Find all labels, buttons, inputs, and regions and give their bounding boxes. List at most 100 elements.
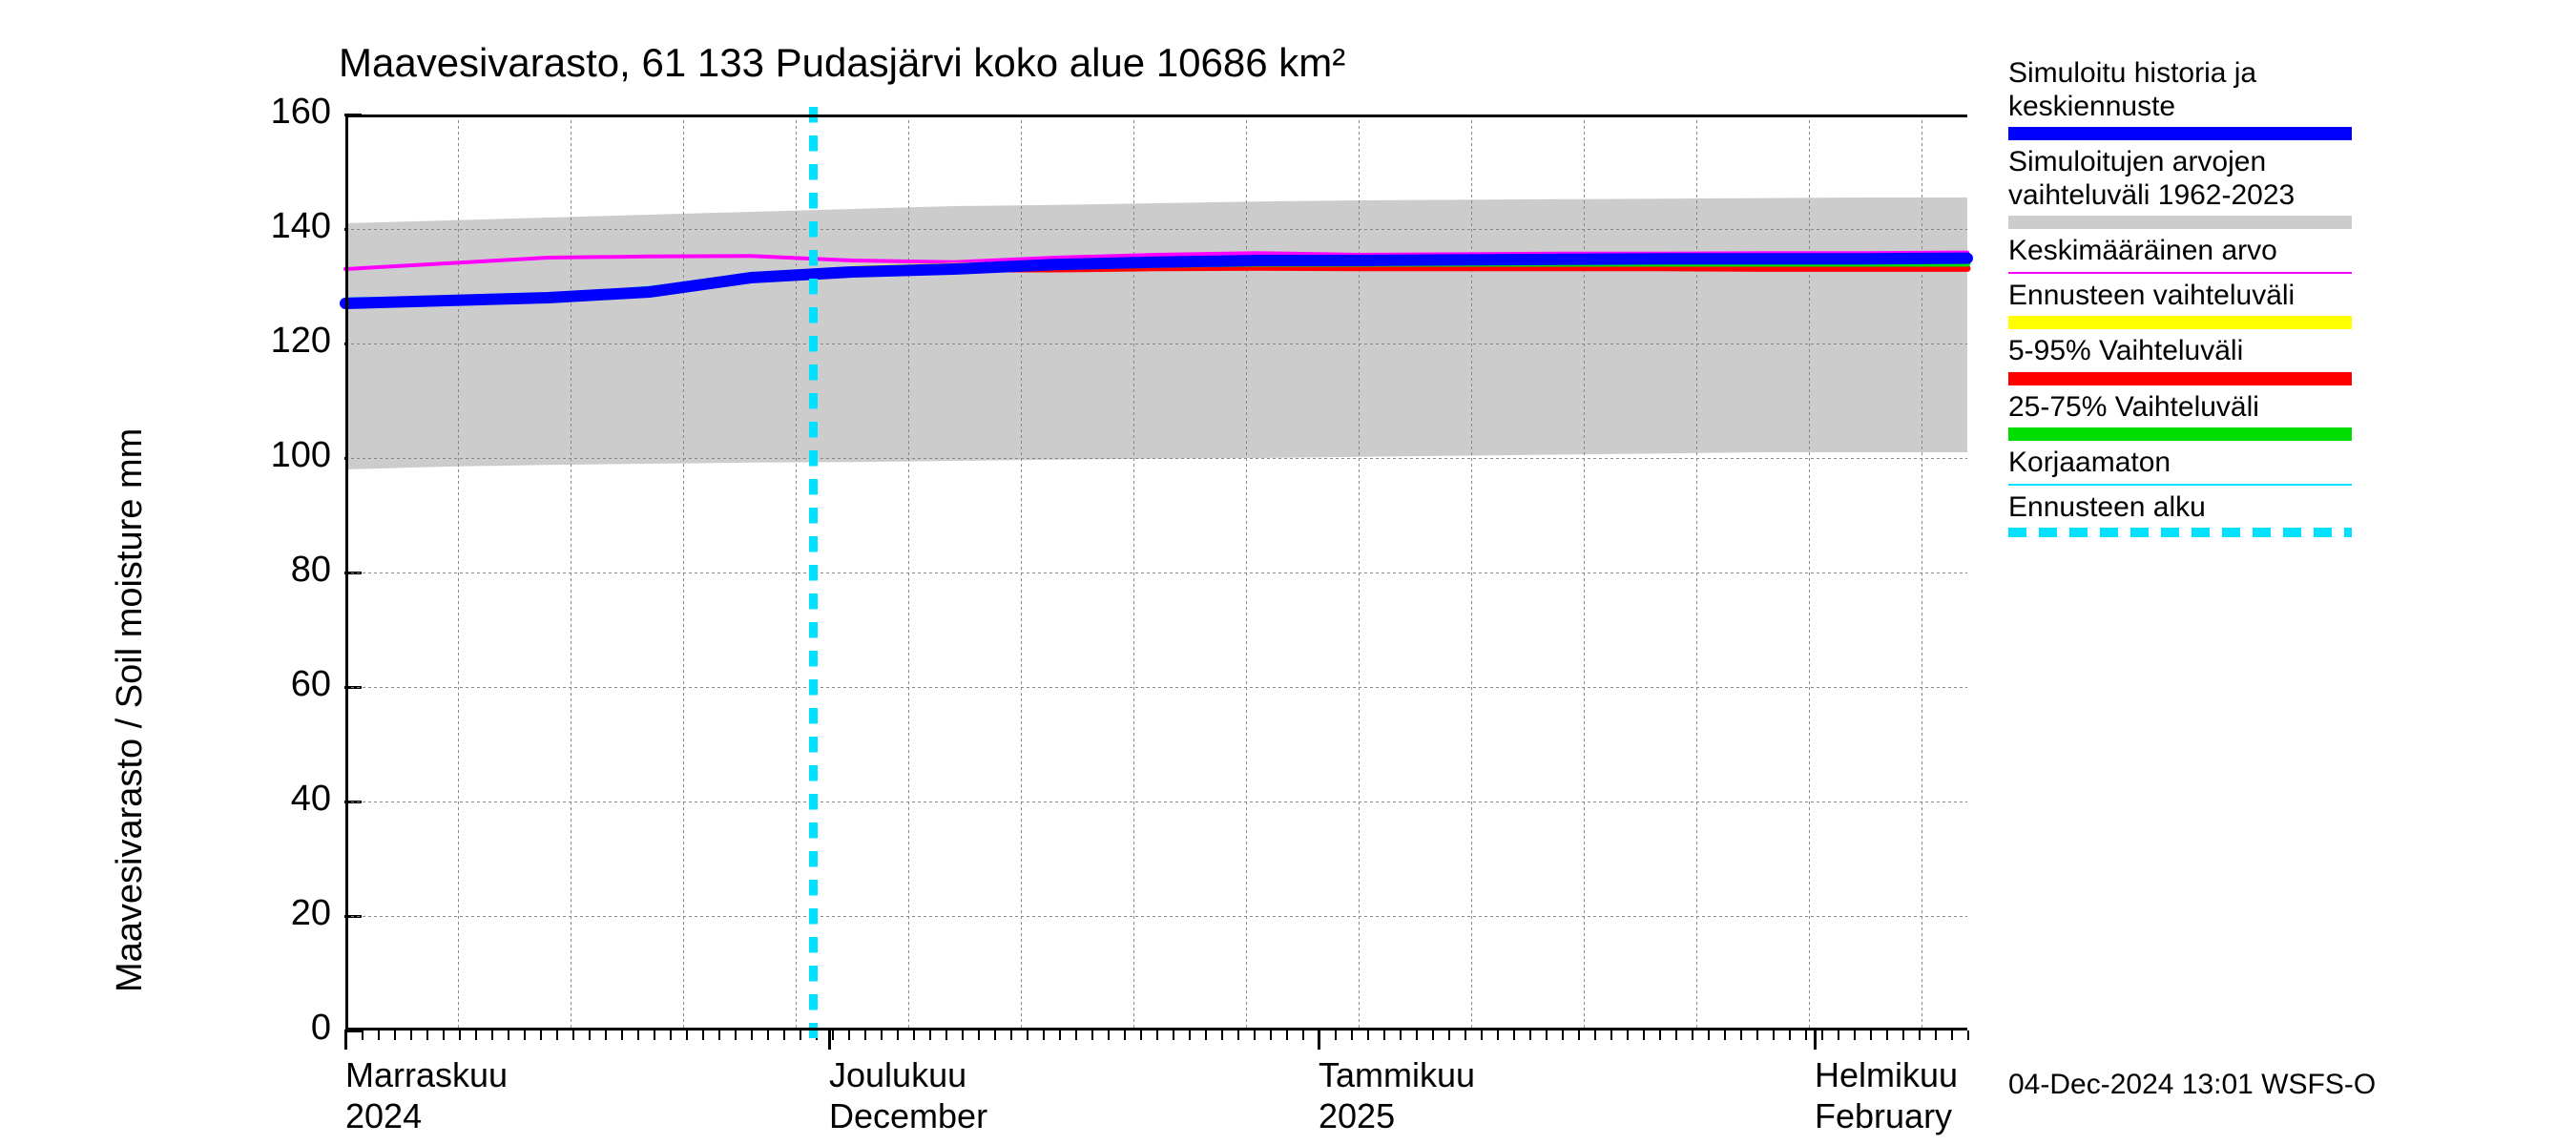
xtick-minor xyxy=(1237,1030,1239,1040)
xtick-minor xyxy=(1465,1030,1466,1040)
xtick-minor xyxy=(718,1030,720,1040)
xtick-label: Marraskuu2024 xyxy=(345,1054,508,1136)
xtick-label: HelmikuuFebruary xyxy=(1815,1054,1958,1136)
ytick-label: 120 xyxy=(245,321,331,362)
xtick-minor xyxy=(1546,1030,1548,1040)
xtick-major xyxy=(1318,1030,1320,1050)
xtick-minor xyxy=(1838,1030,1839,1040)
xtick-minor xyxy=(459,1030,461,1040)
xtick-minor xyxy=(524,1030,526,1040)
ytick-label: 40 xyxy=(245,779,331,820)
xtick-minor xyxy=(362,1030,364,1040)
xtick-minor xyxy=(1643,1030,1645,1040)
xtick-minor xyxy=(1951,1030,1953,1040)
xtick-minor xyxy=(670,1030,672,1040)
xtick-minor xyxy=(1919,1030,1921,1040)
xtick-minor xyxy=(1108,1030,1110,1040)
xtick-minor xyxy=(654,1030,655,1040)
xtick-minor xyxy=(1497,1030,1499,1040)
xtick-minor xyxy=(702,1030,704,1040)
xtick-minor xyxy=(621,1030,623,1040)
xtick-minor xyxy=(1967,1030,1969,1040)
xtick-minor xyxy=(962,1030,964,1040)
xtick-minor xyxy=(1400,1030,1402,1040)
xtick-minor xyxy=(426,1030,428,1040)
xtick-minor xyxy=(1335,1030,1337,1040)
xtick-minor xyxy=(1513,1030,1515,1040)
legend-label: Keskimääräinen arvo xyxy=(2008,235,2352,268)
legend-item: Keskimääräinen arvo xyxy=(2008,235,2352,274)
xtick-minor xyxy=(1221,1030,1223,1040)
xtick-minor xyxy=(1027,1030,1028,1040)
legend-label: Simuloitujen arvojenvaihteluväli 1962-20… xyxy=(2008,146,2352,212)
legend: Simuloitu historia jakeskiennusteSimuloi… xyxy=(2008,57,2352,543)
xtick-minor xyxy=(540,1030,542,1040)
xtick-minor xyxy=(1156,1030,1158,1040)
xtick-minor xyxy=(913,1030,915,1040)
xtick-minor xyxy=(1189,1030,1191,1040)
xtick-major xyxy=(1814,1030,1817,1050)
xtick-minor xyxy=(1286,1030,1288,1040)
xtick-minor xyxy=(848,1030,850,1040)
legend-item: 25-75% Vaihteluväli xyxy=(2008,391,2352,442)
xtick-minor xyxy=(1886,1030,1888,1040)
legend-item: Simuloitujen arvojenvaihteluväli 1962-20… xyxy=(2008,146,2352,229)
xtick-minor xyxy=(1773,1030,1775,1040)
xtick-minor xyxy=(378,1030,380,1040)
xtick-minor xyxy=(767,1030,769,1040)
xtick-minor xyxy=(475,1030,477,1040)
xtick-minor xyxy=(1205,1030,1207,1040)
xtick-minor xyxy=(1059,1030,1061,1040)
axis-border-left xyxy=(345,114,348,1030)
xtick-minor xyxy=(994,1030,996,1040)
forecast-start-line xyxy=(809,107,818,1038)
axis-border-top xyxy=(345,114,1967,117)
xtick-minor xyxy=(1870,1030,1872,1040)
xtick-minor xyxy=(605,1030,607,1040)
xtick-minor xyxy=(832,1030,834,1040)
legend-swatch xyxy=(2008,427,2352,441)
legend-label: 25-75% Vaihteluväli xyxy=(2008,391,2352,425)
xtick-minor xyxy=(783,1030,785,1040)
legend-swatch xyxy=(2008,484,2352,486)
xtick-minor xyxy=(897,1030,899,1040)
xtick-line1: Marraskuu xyxy=(345,1055,508,1094)
legend-item: 5-95% Vaihteluväli xyxy=(2008,335,2352,385)
xtick-line2: December xyxy=(829,1096,987,1135)
legend-label: Ennusteen vaihteluväli xyxy=(2008,280,2352,313)
xtick-minor xyxy=(1724,1030,1726,1040)
xtick-minor xyxy=(1351,1030,1353,1040)
xtick-line2: 2024 xyxy=(345,1096,422,1135)
xtick-minor xyxy=(1659,1030,1661,1040)
series-sim_and_forecast xyxy=(345,114,1967,1030)
legend-item: Korjaamaton xyxy=(2008,447,2352,486)
xtick-minor xyxy=(556,1030,558,1040)
xtick-line1: Helmikuu xyxy=(1815,1055,1958,1094)
xtick-minor xyxy=(394,1030,396,1040)
legend-swatch xyxy=(2008,272,2352,274)
legend-item: Simuloitu historia jakeskiennuste xyxy=(2008,57,2352,140)
xtick-minor xyxy=(1935,1030,1937,1040)
xtick-minor xyxy=(1692,1030,1693,1040)
xtick-major xyxy=(828,1030,831,1050)
legend-label: 5-95% Vaihteluväli xyxy=(2008,335,2352,368)
ytick-label: 20 xyxy=(245,893,331,934)
xtick-minor xyxy=(1821,1030,1823,1040)
xtick-minor xyxy=(1448,1030,1450,1040)
xtick-minor xyxy=(1675,1030,1677,1040)
xtick-minor xyxy=(491,1030,493,1040)
xtick-minor xyxy=(1902,1030,1904,1040)
xtick-minor xyxy=(978,1030,980,1040)
xtick-minor xyxy=(1043,1030,1045,1040)
xtick-line2: February xyxy=(1815,1096,1952,1135)
xtick-minor xyxy=(1789,1030,1791,1040)
xtick-minor xyxy=(945,1030,947,1040)
legend-item: Ennusteen vaihteluväli xyxy=(2008,280,2352,330)
legend-label: Ennusteen alku xyxy=(2008,491,2352,525)
xtick-minor xyxy=(637,1030,639,1040)
chart-title: Maavesivarasto, 61 133 Pudasjärvi koko a… xyxy=(339,40,1345,86)
legend-swatch xyxy=(2008,127,2352,140)
xtick-minor xyxy=(1140,1030,1142,1040)
xtick-line1: Joulukuu xyxy=(829,1055,966,1094)
xtick-minor xyxy=(1383,1030,1385,1040)
